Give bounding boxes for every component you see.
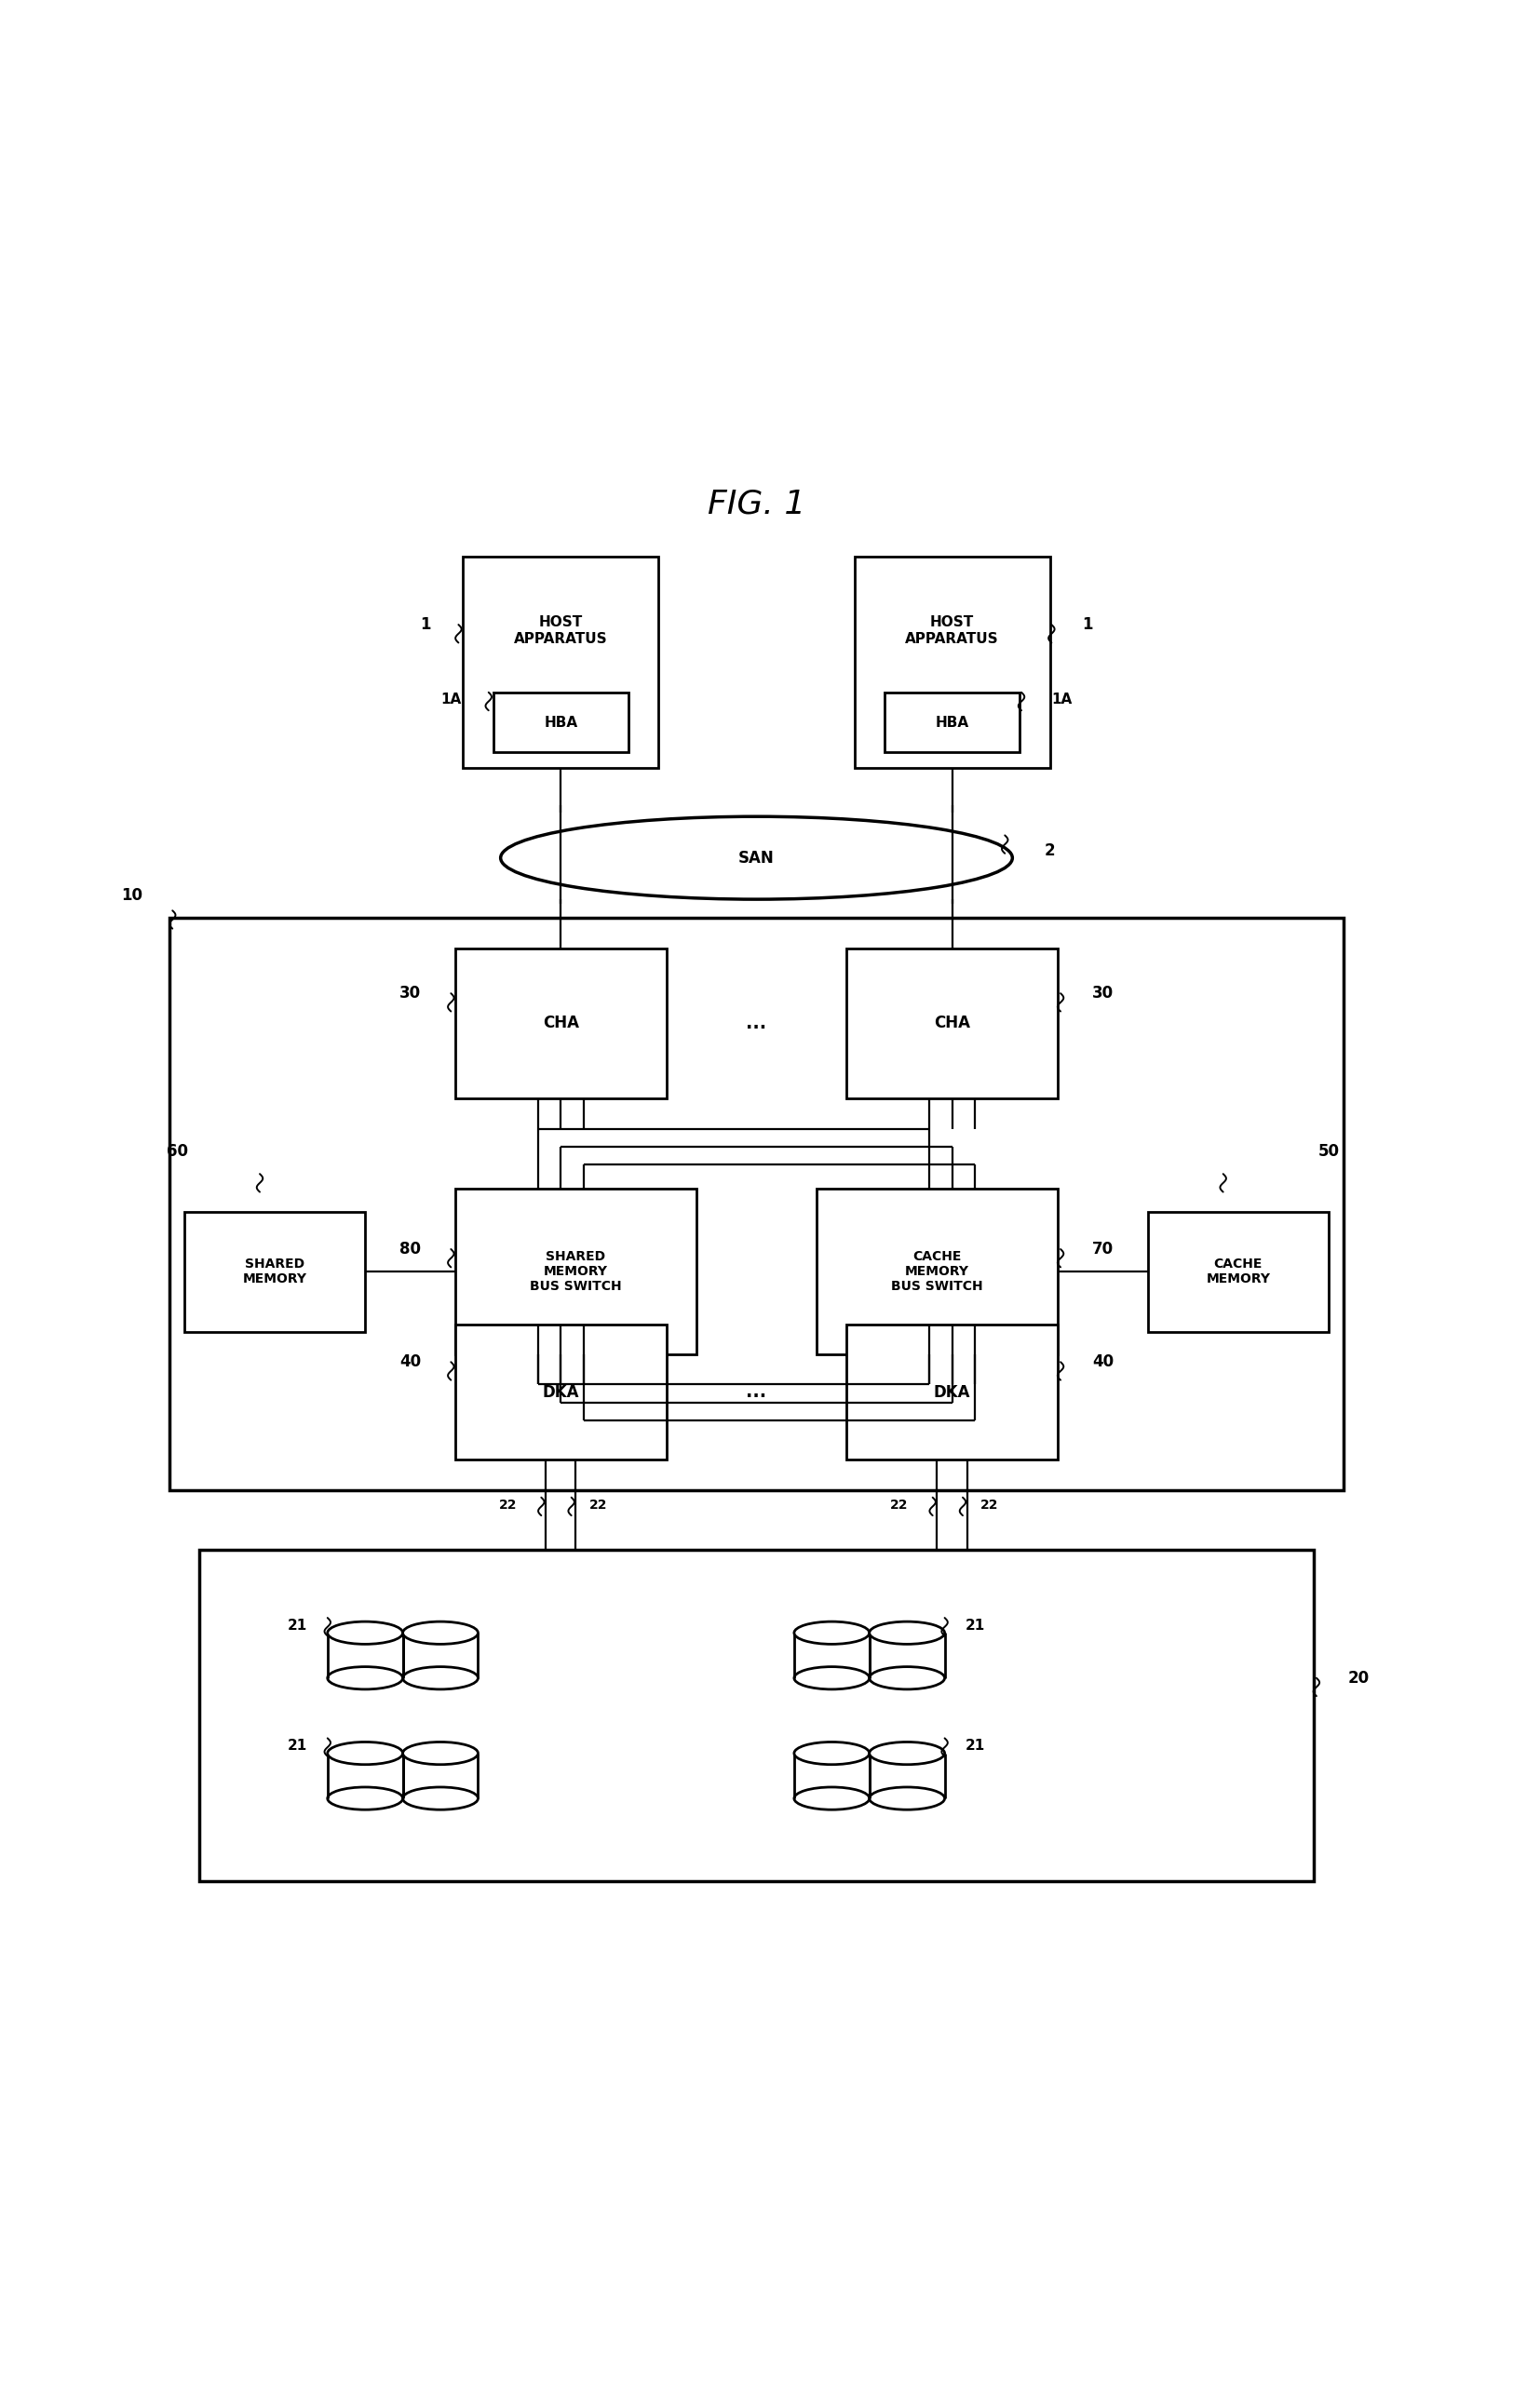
- Bar: [185, 1211, 365, 1332]
- Text: 60: 60: [166, 1144, 188, 1161]
- Text: 40: 40: [1092, 1353, 1114, 1370]
- Text: 1A: 1A: [1052, 694, 1073, 708]
- Text: DKA: DKA: [934, 1385, 970, 1401]
- Text: HOST
APPARATUS: HOST APPARATUS: [905, 616, 999, 645]
- Bar: [169, 917, 1344, 1491]
- Bar: [847, 1324, 1058, 1459]
- Text: 50: 50: [1318, 1144, 1339, 1161]
- Text: 22: 22: [590, 1498, 608, 1512]
- Bar: [402, 1753, 478, 1799]
- Bar: [885, 694, 1020, 754]
- Text: CACHE
MEMORY: CACHE MEMORY: [1206, 1257, 1271, 1286]
- Text: HBA: HBA: [545, 715, 578, 730]
- Text: 30: 30: [1092, 985, 1114, 1002]
- Text: ...: ...: [746, 1382, 767, 1401]
- Bar: [455, 1324, 666, 1459]
- Text: 21: 21: [287, 1739, 307, 1753]
- Ellipse shape: [402, 1741, 478, 1765]
- Bar: [493, 694, 628, 754]
- Text: CHA: CHA: [934, 1016, 970, 1031]
- Ellipse shape: [327, 1741, 402, 1765]
- Bar: [200, 1551, 1313, 1881]
- Ellipse shape: [402, 1666, 478, 1690]
- Ellipse shape: [402, 1787, 478, 1811]
- Bar: [402, 1633, 478, 1678]
- Text: ...: ...: [746, 1014, 767, 1033]
- Text: 20: 20: [1348, 1669, 1369, 1686]
- Text: 1: 1: [421, 616, 431, 633]
- Text: 21: 21: [287, 1618, 307, 1633]
- Bar: [855, 556, 1050, 768]
- Bar: [455, 1190, 696, 1353]
- Bar: [870, 1753, 944, 1799]
- Ellipse shape: [870, 1787, 944, 1811]
- Text: HBA: HBA: [935, 715, 968, 730]
- Ellipse shape: [870, 1741, 944, 1765]
- Text: SAN: SAN: [738, 850, 775, 867]
- Bar: [870, 1633, 944, 1678]
- Bar: [1148, 1211, 1328, 1332]
- Ellipse shape: [327, 1621, 402, 1645]
- Text: SHARED
MEMORY: SHARED MEMORY: [242, 1257, 307, 1286]
- Bar: [327, 1753, 402, 1799]
- Bar: [817, 1190, 1058, 1353]
- Ellipse shape: [794, 1741, 870, 1765]
- Text: HOST
APPARATUS: HOST APPARATUS: [514, 616, 608, 645]
- Text: 21: 21: [965, 1618, 985, 1633]
- Text: 1A: 1A: [440, 694, 461, 708]
- Text: 22: 22: [499, 1498, 517, 1512]
- Text: DKA: DKA: [543, 1385, 579, 1401]
- Text: 22: 22: [891, 1498, 909, 1512]
- Bar: [847, 949, 1058, 1098]
- Text: 30: 30: [399, 985, 421, 1002]
- Text: 22: 22: [980, 1498, 999, 1512]
- Text: 80: 80: [399, 1240, 421, 1257]
- Bar: [794, 1753, 870, 1799]
- Text: CHA: CHA: [543, 1016, 579, 1031]
- Text: FIG. 1: FIG. 1: [708, 489, 805, 520]
- Text: 1: 1: [1082, 616, 1092, 633]
- Bar: [463, 556, 658, 768]
- Text: 70: 70: [1092, 1240, 1114, 1257]
- Text: CACHE
MEMORY
BUS SWITCH: CACHE MEMORY BUS SWITCH: [891, 1250, 983, 1293]
- Ellipse shape: [327, 1787, 402, 1811]
- Bar: [327, 1633, 402, 1678]
- Ellipse shape: [870, 1621, 944, 1645]
- Ellipse shape: [794, 1621, 870, 1645]
- Ellipse shape: [870, 1666, 944, 1690]
- Bar: [455, 949, 666, 1098]
- Ellipse shape: [794, 1787, 870, 1811]
- Ellipse shape: [794, 1666, 870, 1690]
- Text: 2: 2: [1044, 843, 1056, 860]
- Bar: [794, 1633, 870, 1678]
- Text: 21: 21: [965, 1739, 985, 1753]
- Ellipse shape: [402, 1621, 478, 1645]
- Ellipse shape: [501, 816, 1012, 898]
- Text: 10: 10: [121, 886, 142, 903]
- Ellipse shape: [327, 1666, 402, 1690]
- Text: 40: 40: [399, 1353, 421, 1370]
- Text: SHARED
MEMORY
BUS SWITCH: SHARED MEMORY BUS SWITCH: [530, 1250, 622, 1293]
